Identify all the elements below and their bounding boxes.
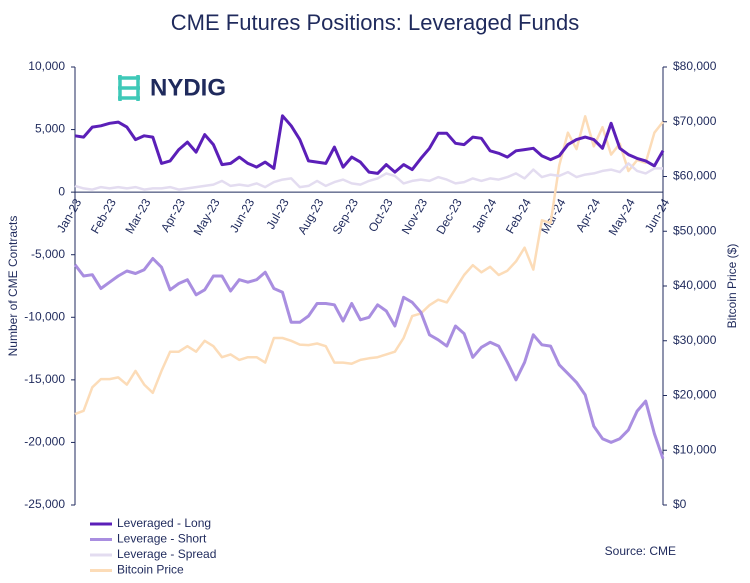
x-tick-label: Aug-23 [295,196,327,237]
x-tick-label: May-24 [606,196,638,238]
x-tick-label: Feb-24 [503,196,534,236]
y2-axis-label: Bitcoin Price ($) [725,244,739,329]
chart-title: CME Futures Positions: Leveraged Funds [171,10,579,35]
logo-icon [118,75,140,101]
y2-tick-label: $50,000 [673,223,717,237]
y-tick-label: -5,000 [31,247,65,261]
x-tick-label: Apr-23 [158,196,188,234]
y-tick-label: 10,000 [28,59,65,73]
y-axis-label: Number of CME Contracts [6,216,20,357]
y-tick-label: 5,000 [35,122,65,136]
x-tick-label: Feb-23 [88,196,119,236]
y-tick-label: -25,000 [24,497,65,511]
x-tick-label: Dec-23 [433,196,465,237]
y-tick-label: 0 [58,184,65,198]
y2-tick-label: $30,000 [673,333,717,347]
y-tick-label: -15,000 [24,372,65,386]
x-tick-label: Apr-24 [573,196,603,234]
x-tick-label: Jan-24 [469,196,500,235]
series-line [73,257,665,460]
legend-label: Leveraged - Long [117,516,211,530]
series-line [74,162,663,191]
x-tick-label: Oct-23 [366,196,396,234]
x-tick-label: Mar-23 [122,196,153,236]
x-tick-label: May-23 [191,196,223,238]
series-line [74,114,665,175]
x-tick-label: Jun-23 [227,196,258,235]
y-tick-label: -20,000 [24,435,65,449]
y2-tick-label: $80,000 [673,59,717,73]
source: Source: CME [605,544,676,558]
x-tick-label: Jul-23 [263,196,292,232]
legend-label: Bitcoin Price [117,563,184,577]
y2-tick-label: $10,000 [673,442,717,456]
y2-tick-label: $40,000 [673,278,717,292]
logo: NYDIG [150,74,226,101]
y2-tick-label: $70,000 [673,114,717,128]
series-line [74,115,664,416]
x-tick-label: Jan-23 [54,196,85,235]
y2-tick-label: $60,000 [673,169,717,183]
y-tick-label: -10,000 [24,309,65,323]
x-tick-label: Jun-24 [642,196,673,235]
x-tick-label: Nov-23 [399,196,431,237]
legend-label: Leverage - Short [117,532,207,546]
x-tick-label: Sep-23 [330,196,362,237]
legend-label: Leverage - Spread [117,547,216,561]
y2-tick-label: $20,000 [673,388,717,402]
y2-tick-label: $0 [673,497,687,511]
